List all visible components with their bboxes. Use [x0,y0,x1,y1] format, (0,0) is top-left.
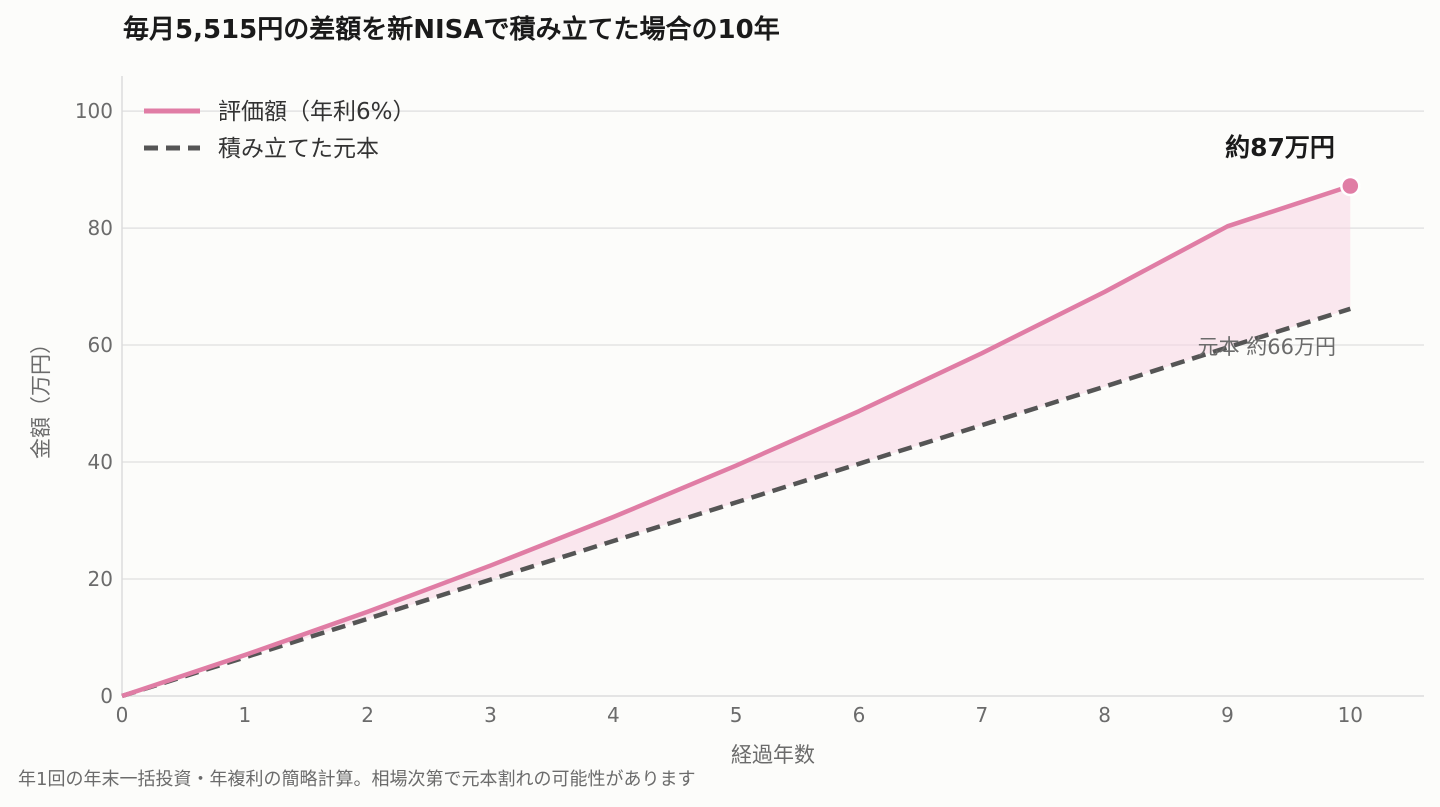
chart-title: 毎月5,515円の差額を新NISAで積み立てた場合の10年 [123,14,780,45]
y-tick-label: 0 [100,684,113,708]
axes [121,76,1424,697]
final-value-point [1340,175,1361,197]
y-axis-label: 金額（万円） [29,333,53,459]
y-tick-label: 40 [88,450,113,474]
series-lines [121,183,1352,699]
y-ticks: 0 20 40 60 80 100 [75,99,113,708]
gain-area [122,185,1351,696]
principal-annotation: 元本 約66万円 [1198,335,1336,359]
series-points [1340,175,1361,197]
x-tick-label: 4 [607,703,620,727]
x-ticks: 0 1 2 3 4 5 6 7 8 9 10 [116,703,1363,727]
x-tick-label: 5 [730,703,743,727]
y-tick-label: 80 [88,216,113,240]
gain-fill [122,185,1351,696]
x-tick-label: 8 [1098,703,1111,727]
principal-line [121,306,1351,699]
y-tick-label: 100 [75,99,113,123]
final-value-annotation: 約87万円 [1225,133,1335,162]
x-axis-label: 経過年数 [731,743,815,767]
x-tick-label: 3 [484,703,497,727]
legend-label-value: 評価額（年利6%） [218,99,416,125]
y-tick-label: 60 [88,333,113,357]
footnote: 年1回の年末一括投資・年複利の簡略計算。相場次第で元本割れの可能性があります [18,769,695,790]
x-tick-label: 9 [1221,703,1234,727]
x-tick-label: 7 [975,703,988,727]
y-tick-label: 20 [88,567,113,591]
legend-label-principal: 積み立てた元本 [218,136,379,162]
legend: 評価額（年利6%） 積み立てた元本 [144,99,416,162]
x-tick-label: 6 [853,703,866,727]
x-tick-label: 1 [238,703,251,727]
value-line [121,183,1352,699]
x-tick-label: 2 [361,703,374,727]
x-tick-label: 0 [116,703,129,727]
x-tick-label: 10 [1338,703,1363,727]
grid-lines [122,110,1424,580]
